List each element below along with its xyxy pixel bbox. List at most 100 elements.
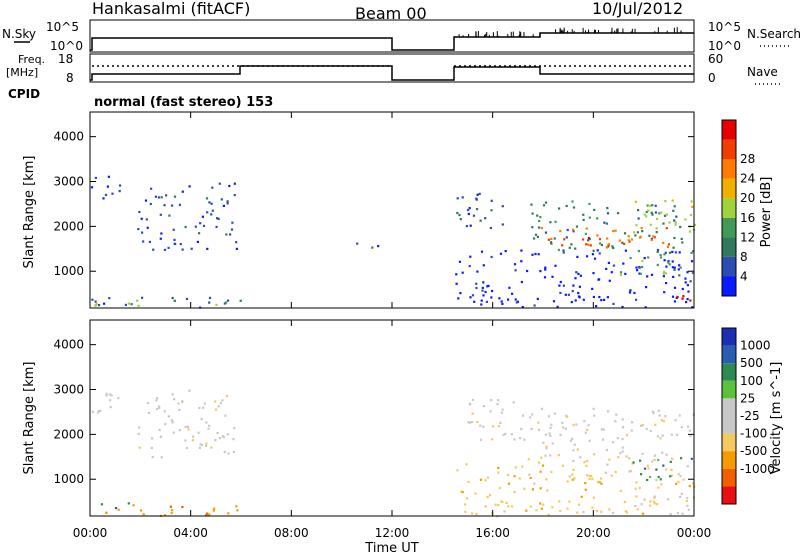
y-tick-label: 1000 [53,264,84,278]
heatmap-cell [529,476,532,479]
heatmap-cell [592,295,595,299]
heatmap-cell [151,456,154,459]
heatmap-cell [497,466,500,469]
heatmap-cell [469,403,472,406]
heatmap-cell [171,296,174,300]
heatmap-cell [527,458,530,461]
heatmap-cell [173,242,176,245]
heatmap-cell [664,272,668,275]
heatmap-cell [511,505,514,508]
heatmap-cell [468,207,471,210]
heatmap-cell [138,426,141,429]
heatmap-cell [152,248,155,251]
heatmap-cell [614,229,617,232]
noise-tick-low-right: 10^0 [708,39,741,53]
heatmap-cell [598,252,601,255]
colorbar-tick-label: 100 [740,374,763,388]
heatmap-cell [606,237,609,240]
heatmap-cell [155,399,158,402]
heatmap-cell [565,204,568,208]
heatmap-cell [150,446,153,449]
heatmap-cell [659,256,663,259]
heatmap-cell [690,251,693,254]
heatmap-cell [468,265,471,268]
colorbar-tick-label: 16 [740,211,755,225]
heatmap-cell [604,471,608,474]
heatmap-cell [475,282,478,285]
heatmap-cell [657,458,660,462]
heatmap-cell [688,230,691,233]
colorbar-swatch [722,486,736,504]
heatmap-cell [592,272,595,275]
date-title: 10/Jul/2012 [592,0,683,18]
heatmap-cell [531,488,534,491]
heatmap-cell [168,214,171,217]
heatmap-cell [640,424,643,427]
heatmap-cell [520,249,523,252]
heatmap-cell [679,495,682,498]
heatmap-cell [185,446,188,450]
heatmap-cell [489,226,492,230]
heatmap-cell [140,217,143,220]
heatmap-cell [207,427,210,430]
heatmap-cell [643,498,646,501]
heatmap-cell [533,237,536,240]
heatmap-cell [619,273,622,276]
heatmap-cell [675,433,679,436]
heatmap-cell [615,413,618,416]
heatmap-cell [652,500,656,503]
x-tick-label: 00:00 [677,526,712,540]
heatmap-cell [553,412,556,415]
heatmap-cell [208,296,212,299]
heatmap-cell [141,296,144,299]
heatmap-cell [650,211,653,214]
heatmap-cell [651,410,655,413]
colorbar-swatch [722,237,736,257]
heatmap-cell [685,301,688,304]
heatmap-cell [582,213,585,216]
heatmap-cell [621,438,624,441]
heatmap-cell [658,212,661,215]
heatmap-cell [215,303,218,306]
heatmap-cell [571,478,574,481]
heatmap-cell [655,479,658,482]
heatmap-cell [196,240,199,243]
heatmap-cell [682,295,685,298]
heatmap-cell [490,296,493,299]
heatmap-cell [540,507,543,510]
heatmap-cell [668,263,671,266]
heatmap-cell [673,300,676,303]
heatmap-cell [525,509,528,512]
heatmap-cell [497,399,500,402]
heatmap-cell [593,414,596,417]
heatmap-cell [691,306,694,309]
heatmap-cell [562,249,565,252]
heatmap-cell [596,234,599,237]
heatmap-cell [577,272,580,275]
heatmap-cell [667,260,670,263]
heatmap-cell [596,249,599,252]
heatmap-cell [497,504,500,507]
heatmap-cell [178,429,181,432]
heatmap-cell [550,423,553,426]
heatmap-cell [654,211,657,214]
heatmap-cell [657,486,660,489]
heatmap-cell [172,228,175,231]
heatmap-cell [612,229,615,233]
heatmap-cell [467,208,470,212]
heatmap-cell [625,434,629,437]
heatmap-cell [197,431,200,434]
heatmap-cell [564,427,567,430]
heatmap-cell [191,439,194,442]
heatmap-cell [564,293,567,296]
heatmap-cell [534,252,537,256]
heatmap-cell [232,438,235,441]
heatmap-cell [539,502,542,505]
heatmap-cell [658,414,661,417]
noise-tick-high-left: 10^5 [46,20,79,34]
heatmap-cell [201,443,204,447]
heatmap-cell [138,446,141,449]
heatmap-cell [622,426,625,429]
heatmap-cell [596,217,599,220]
heatmap-cell [678,251,681,254]
